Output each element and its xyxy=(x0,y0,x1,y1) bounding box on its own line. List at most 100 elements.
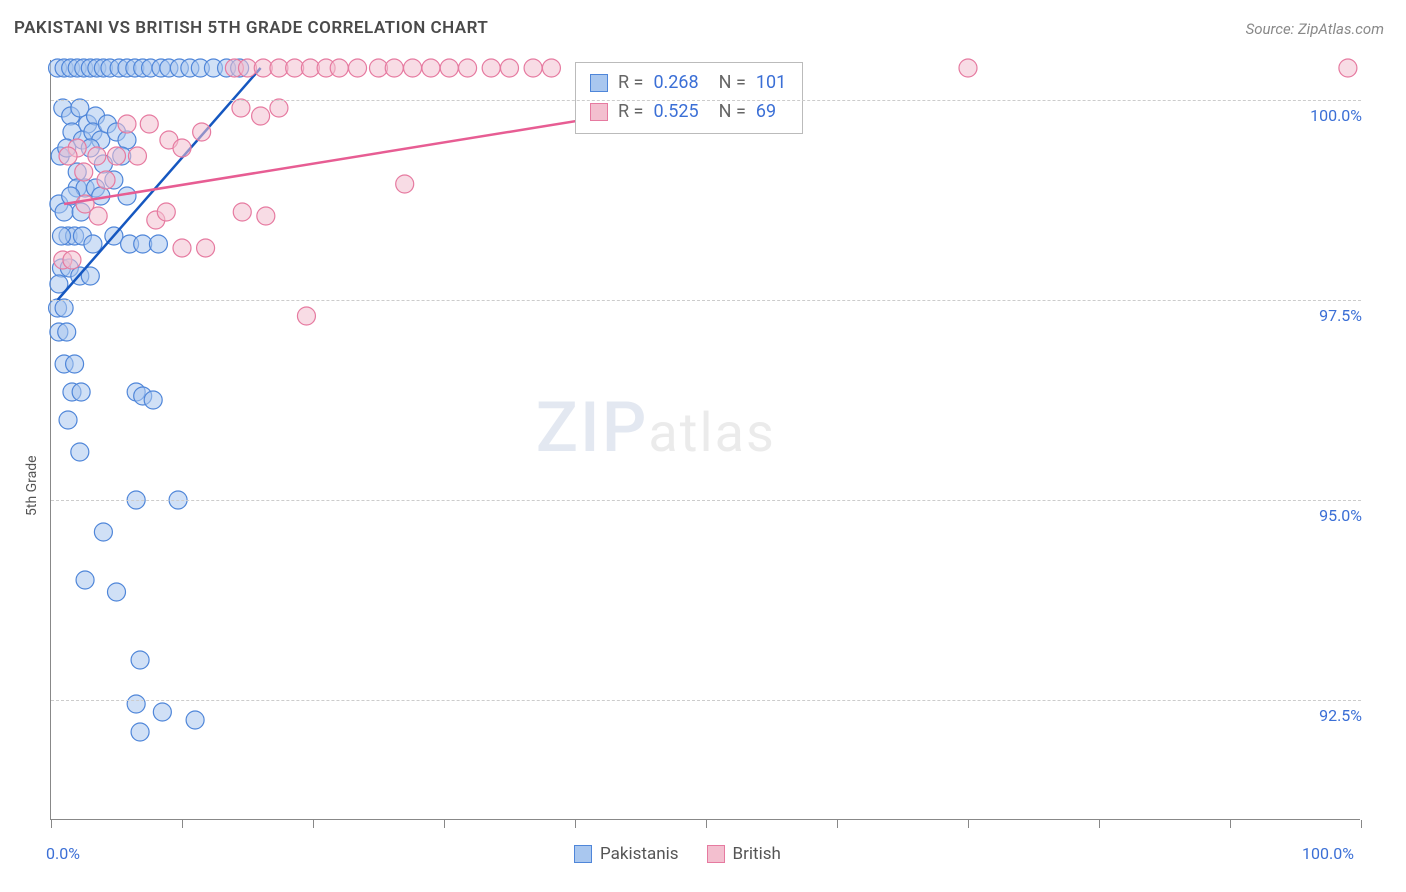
scatter-point-british xyxy=(524,59,542,77)
scatter-point-pakistanis xyxy=(58,323,76,341)
scatter-point-british xyxy=(118,115,136,133)
scatter-point-british xyxy=(396,175,414,193)
stats-r-label: R = xyxy=(618,69,643,98)
scatter-point-british xyxy=(197,239,215,257)
scatter-point-british xyxy=(173,239,191,257)
legend-label-british: British xyxy=(733,844,781,864)
source-label: Source: ZipAtlas.com xyxy=(1246,20,1384,38)
scatter-point-british xyxy=(232,99,250,117)
scatter-point-british xyxy=(422,59,440,77)
scatter-point-british xyxy=(297,307,315,325)
scatter-point-british xyxy=(404,59,422,77)
scatter-point-pakistanis xyxy=(84,235,102,253)
stats-r-value: 0.268 xyxy=(653,69,698,98)
scatter-point-british xyxy=(385,59,403,77)
plot-area: ZIPatlas R =0.268N =101R =0.525N =69 100… xyxy=(50,60,1360,820)
scatter-point-british xyxy=(330,59,348,77)
scatter-point-pakistanis xyxy=(108,583,126,601)
x-tick xyxy=(182,820,183,828)
legend-item-british: British xyxy=(707,844,781,864)
x-tick xyxy=(51,820,52,828)
y-gridline xyxy=(51,500,1361,501)
x-tick xyxy=(968,820,969,828)
scatter-point-british xyxy=(89,207,107,225)
scatter-point-british xyxy=(1339,59,1357,77)
x-tick xyxy=(313,820,314,828)
chart-container: PAKISTANI VS BRITISH 5TH GRADE CORRELATI… xyxy=(0,0,1406,892)
y-tick-label: 97.5% xyxy=(1319,306,1362,325)
stats-n-value: 69 xyxy=(756,98,788,127)
scatter-point-british xyxy=(193,123,211,141)
scatter-point-pakistanis xyxy=(186,711,204,729)
x-tick xyxy=(1099,820,1100,828)
scatter-point-pakistanis xyxy=(72,383,90,401)
scatter-point-pakistanis xyxy=(153,703,171,721)
x-axis-max-label: 100.0% xyxy=(1302,844,1354,863)
x-tick xyxy=(706,820,707,828)
scatter-point-pakistanis xyxy=(144,391,162,409)
x-tick xyxy=(837,820,838,828)
scatter-svg xyxy=(51,60,1361,820)
x-tick xyxy=(1361,820,1362,828)
scatter-point-british xyxy=(501,59,519,77)
scatter-point-pakistanis xyxy=(71,443,89,461)
scatter-point-british xyxy=(257,207,275,225)
chart-title: PAKISTANI VS BRITISH 5TH GRADE CORRELATI… xyxy=(14,18,488,38)
y-tick-label: 92.5% xyxy=(1319,706,1362,725)
scatter-point-british xyxy=(140,115,158,133)
scatter-point-british xyxy=(349,59,367,77)
scatter-point-british xyxy=(63,251,81,269)
y-gridline xyxy=(51,100,1361,101)
scatter-point-pakistanis xyxy=(52,227,70,245)
scatter-point-pakistanis xyxy=(118,131,136,149)
scatter-point-british xyxy=(440,59,458,77)
scatter-point-british xyxy=(233,203,251,221)
correlation-stats-box: R =0.268N =101R =0.525N =69 xyxy=(575,62,803,134)
scatter-point-british xyxy=(482,59,500,77)
scatter-point-british xyxy=(88,147,106,165)
scatter-point-british xyxy=(128,147,146,165)
scatter-point-pakistanis xyxy=(66,355,84,373)
scatter-point-pakistanis xyxy=(127,695,145,713)
scatter-point-british xyxy=(97,171,115,189)
y-gridline xyxy=(51,700,1361,701)
scatter-point-british xyxy=(75,163,93,181)
scatter-point-british xyxy=(542,59,560,77)
scatter-point-pakistanis xyxy=(59,411,77,429)
x-tick xyxy=(1230,820,1231,828)
scatter-point-british xyxy=(459,59,477,77)
scatter-point-pakistanis xyxy=(55,203,73,221)
legend-item-pakistanis: Pakistanis xyxy=(574,844,679,864)
scatter-point-pakistanis xyxy=(131,651,149,669)
stats-n-value: 101 xyxy=(756,69,788,98)
stats-r-label: R = xyxy=(618,98,643,127)
scatter-point-british xyxy=(252,107,270,125)
scatter-point-british xyxy=(157,203,175,221)
stats-n-label: N = xyxy=(719,98,746,127)
legend-swatch-british xyxy=(707,845,725,863)
legend: Pakistanis British xyxy=(574,844,781,864)
stats-swatch-pakistanis xyxy=(590,74,608,92)
x-tick xyxy=(575,820,576,828)
y-gridline xyxy=(51,300,1361,301)
scatter-point-british xyxy=(959,59,977,77)
y-tick-label: 95.0% xyxy=(1319,506,1362,525)
scatter-point-pakistanis xyxy=(149,235,167,253)
stats-swatch-british xyxy=(590,103,608,121)
stats-n-label: N = xyxy=(719,69,746,98)
scatter-point-british xyxy=(108,147,126,165)
scatter-point-pakistanis xyxy=(94,523,112,541)
scatter-point-pakistanis xyxy=(55,299,73,317)
x-axis-min-label: 0.0% xyxy=(46,844,80,863)
scatter-point-british xyxy=(59,147,77,165)
scatter-point-british xyxy=(173,139,191,157)
stats-row-british: R =0.525N =69 xyxy=(590,98,788,127)
legend-swatch-pakistanis xyxy=(574,845,592,863)
stats-row-pakistanis: R = 0.268 N = 101 xyxy=(590,69,788,98)
y-axis-label: 5th Grade xyxy=(24,455,40,516)
scatter-point-pakistanis xyxy=(76,571,94,589)
scatter-point-pakistanis xyxy=(131,723,149,741)
legend-label-pakistanis: Pakistanis xyxy=(600,844,679,864)
y-tick-label: 100.0% xyxy=(1310,106,1362,125)
scatter-point-british xyxy=(270,99,288,117)
